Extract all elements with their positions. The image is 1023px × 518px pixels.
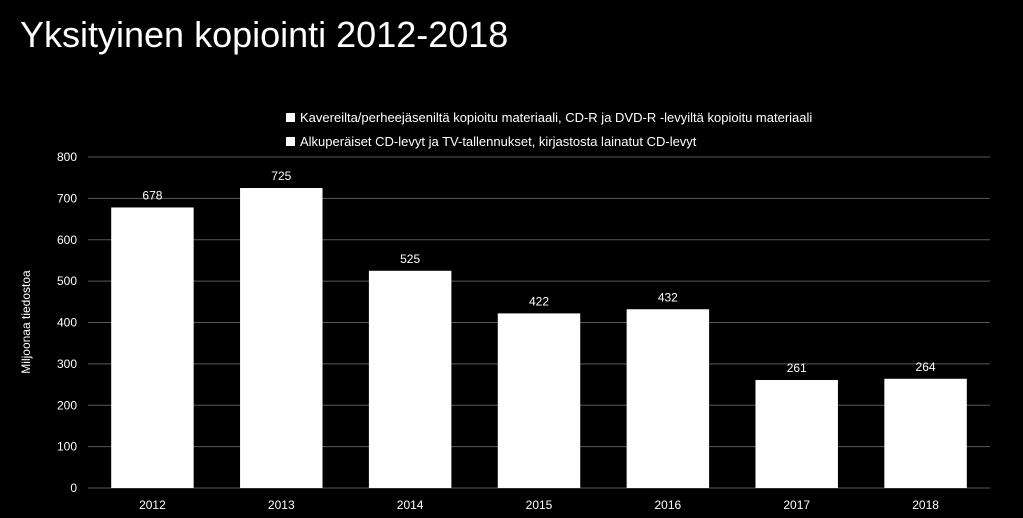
y-tick-label-600: 600	[57, 233, 77, 247]
legend: Kavereilta/perheejäseniltä kopioitu mate…	[286, 106, 812, 154]
data-label-2015: 422	[529, 294, 549, 308]
data-label-2014: 525	[400, 252, 420, 266]
bar-2016	[626, 309, 710, 488]
x-tick-label-2018: 2018	[912, 498, 939, 512]
data-label-2013: 725	[271, 169, 291, 183]
data-label-2016: 432	[658, 290, 678, 304]
y-tick-label-800: 800	[57, 150, 77, 164]
y-tick-label-400: 400	[57, 316, 77, 330]
legend-item-2: Alkuperäiset CD-levyt ja TV-tallennukset…	[286, 130, 812, 152]
bar-2015	[497, 313, 581, 488]
legend-label-1: Kavereilta/perheejäseniltä kopioitu mate…	[300, 109, 813, 125]
x-tick-label-2013: 2013	[268, 498, 295, 512]
legend-swatch-2	[286, 136, 295, 146]
x-tick-label-2017: 2017	[783, 498, 810, 512]
y-tick-label-300: 300	[57, 357, 77, 371]
y-tick-label-0: 0	[70, 481, 77, 495]
bar-2018	[884, 378, 967, 488]
y-tick-label-700: 700	[57, 191, 77, 205]
bar-2012	[111, 207, 194, 489]
legend-item-1: Kavereilta/perheejäseniltä kopioitu mate…	[286, 106, 812, 128]
data-label-2012: 678	[142, 188, 162, 202]
x-tick-label-2012: 2012	[139, 498, 166, 512]
legend-swatch-1	[286, 112, 295, 122]
bar-2014	[368, 270, 452, 488]
y-tick-label-200: 200	[57, 398, 77, 412]
bar-2017	[755, 380, 838, 488]
legend-label-2: Alkuperäiset CD-levyt ja TV-tallennukset…	[300, 133, 697, 149]
chart-title: Yksityinen kopiointi 2012-2018	[20, 14, 509, 55]
y-tick-label-100: 100	[57, 440, 77, 454]
x-tick-label-2015: 2015	[526, 498, 553, 512]
bar-2013	[240, 188, 323, 488]
y-tick-label-500: 500	[57, 274, 77, 288]
x-tick-label-2014: 2014	[397, 498, 424, 512]
data-label-2018: 264	[916, 360, 936, 374]
data-label-2017: 261	[787, 361, 807, 375]
x-tick-label-2016: 2016	[655, 498, 682, 512]
